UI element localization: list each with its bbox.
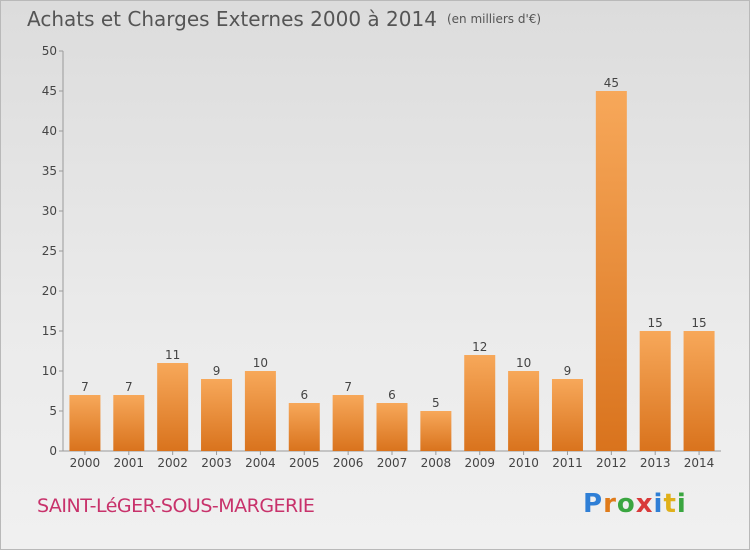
bar-2009 — [464, 355, 496, 451]
x-tick-label-2007: 2007 — [377, 456, 408, 470]
bar-2003 — [201, 379, 233, 451]
value-label-2003: 9 — [213, 364, 221, 378]
bar-2006 — [332, 395, 364, 451]
logo-letter: i — [653, 489, 664, 519]
value-label-2014: 15 — [691, 316, 706, 330]
value-label-2002: 11 — [165, 348, 180, 362]
y-tick-label: 20 — [42, 284, 57, 298]
chart-title: Achats et Charges Externes 2000 à 2014 (e… — [27, 7, 541, 31]
value-label-2004: 10 — [253, 356, 268, 370]
bar-2014 — [683, 331, 715, 451]
bar-2012 — [595, 91, 627, 451]
y-tick-label: 10 — [42, 364, 57, 378]
bar-2001 — [113, 395, 145, 451]
y-tick-label: 45 — [42, 84, 57, 98]
x-tick-label-2004: 2004 — [245, 456, 276, 470]
value-label-2005: 6 — [300, 388, 308, 402]
value-label-2010: 10 — [516, 356, 531, 370]
x-tick-label-2010: 2010 — [508, 456, 539, 470]
bar-2008 — [420, 411, 452, 451]
value-label-2009: 12 — [472, 340, 487, 354]
chart-title-text: Achats et Charges Externes 2000 à 2014 — [27, 7, 437, 31]
value-label-2008: 5 — [432, 396, 440, 410]
x-tick-label-2001: 2001 — [114, 456, 145, 470]
x-tick-label-2003: 2003 — [201, 456, 232, 470]
value-label-2012: 45 — [604, 76, 619, 90]
value-label-2006: 7 — [344, 380, 352, 394]
y-tick-label: 35 — [42, 164, 57, 178]
logo-letter: i — [676, 489, 687, 519]
x-tick-label-2008: 2008 — [421, 456, 452, 470]
commune-name: SAINT-LéGER-SOUS-MARGERIE — [37, 495, 315, 517]
x-tick-label-2002: 2002 — [157, 456, 188, 470]
bar-2011 — [551, 379, 583, 451]
bar-2000 — [69, 395, 101, 451]
bar-2005 — [288, 403, 320, 451]
x-tick-label-2013: 2013 — [640, 456, 671, 470]
x-tick-label-2006: 2006 — [333, 456, 364, 470]
logo-letter: r — [603, 489, 617, 519]
x-tick-label-2009: 2009 — [464, 456, 495, 470]
x-tick-label-2000: 2000 — [70, 456, 101, 470]
y-tick-label: 5 — [49, 404, 57, 418]
chart-unit-label: (en milliers d'€) — [446, 12, 542, 26]
y-tick-label: 15 — [42, 324, 57, 338]
bar-2004 — [244, 371, 276, 451]
value-label-2007: 6 — [388, 388, 396, 402]
logo-letter: t — [663, 489, 677, 519]
proxiti-logo: Proxiti — [583, 489, 687, 519]
y-tick-label: 40 — [42, 124, 57, 138]
logo-letter: P — [583, 489, 604, 519]
y-tick-label: 25 — [42, 244, 57, 258]
logo-letter: o — [616, 489, 636, 519]
value-label-2001: 7 — [125, 380, 133, 394]
bar-2010 — [508, 371, 540, 451]
value-label-2000: 7 — [81, 380, 89, 394]
value-label-2013: 15 — [648, 316, 663, 330]
x-tick-label-2005: 2005 — [289, 456, 320, 470]
bar-2002 — [157, 363, 189, 451]
x-tick-label-2014: 2014 — [684, 456, 715, 470]
x-tick-label-2011: 2011 — [552, 456, 583, 470]
bar-2013 — [639, 331, 671, 451]
y-tick-label: 50 — [42, 44, 57, 58]
value-label-2011: 9 — [564, 364, 572, 378]
y-tick-label: 0 — [49, 444, 57, 458]
x-tick-label-2012: 2012 — [596, 456, 627, 470]
logo-letter: x — [635, 489, 654, 519]
y-tick-label: 30 — [42, 204, 57, 218]
bar-2007 — [376, 403, 408, 451]
